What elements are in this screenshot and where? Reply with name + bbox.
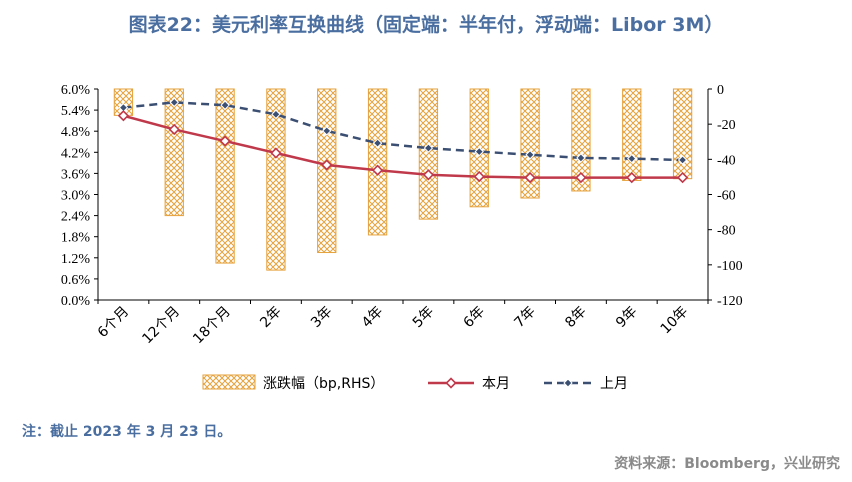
category-label: 7年: [511, 304, 539, 332]
swap-curve-chart: 0.0% 0.6% 1.2% 1.8% 2.4% 3.0% 3.6% 4.2% 4.8% 5.4%…: [61, 83, 743, 392]
current-month-point: [219, 135, 231, 147]
category-label: 18个月: [190, 304, 234, 348]
previous-month-point: [423, 143, 434, 153]
left-tick-label: 3.0%: [61, 189, 91, 204]
right-tick-label: -20: [717, 118, 736, 133]
current-month-point: [422, 169, 435, 181]
change-bar: [266, 88, 286, 271]
previous-month-point: [169, 97, 179, 108]
left-tick-label: 1.8%: [61, 231, 91, 246]
category-label: 9年: [613, 304, 641, 332]
current-month-point: [117, 110, 130, 122]
current-month-point: [168, 123, 180, 136]
category-label: 3年: [308, 304, 336, 332]
change-bar: [418, 88, 439, 220]
previous-month-point: [576, 153, 586, 163]
current-month-point: [676, 171, 689, 184]
previous-month-point: [220, 100, 230, 110]
previous-month-point: [677, 155, 688, 165]
category-label: 8年: [562, 304, 590, 332]
legend-bar-label: 涨跌幅（bp,RHS）: [263, 376, 384, 392]
previous-month-point: [525, 150, 535, 160]
right-tick-label: -60: [717, 189, 736, 204]
category-label: 4年: [359, 304, 387, 332]
footnote: 注：截止 2023 年 3 月 23 日。: [22, 424, 232, 440]
previous-month-line: [123, 101, 683, 162]
current-month-point: [270, 147, 282, 159]
right-tick-label: -120: [717, 294, 743, 309]
current-month-point: [524, 171, 536, 184]
left-tick-label: 4.2%: [61, 146, 91, 161]
category-label: 10年: [658, 304, 692, 338]
previous-month-point: [474, 146, 484, 157]
current-month-point: [321, 159, 333, 171]
category-label: 12个月: [139, 304, 183, 348]
legend-previous-label: 上月: [600, 376, 628, 392]
right-tick-label: -100: [717, 259, 743, 274]
legend-current-label: 本月: [482, 376, 510, 392]
left-tick-label: 1.2%: [61, 252, 91, 267]
chart-title: 图表22：美元利率互换曲线（固定端：半年付，浮动端：Libor 3M）: [128, 14, 724, 36]
current-month-line: [123, 114, 683, 179]
change-bar: [622, 88, 642, 181]
previous-month-point: [372, 138, 383, 148]
left-tick-label: 2.4%: [61, 210, 91, 225]
left-tick-label: 6.0%: [61, 83, 91, 98]
left-tick-label: 3.6%: [61, 167, 91, 182]
category-label: 2年: [257, 304, 285, 332]
legend-current-marker: [445, 377, 457, 389]
change-bar: [215, 88, 235, 264]
change-bar: [367, 88, 388, 236]
current-month-point: [371, 164, 384, 176]
current-month-point: [575, 171, 587, 184]
change-bar: [317, 88, 337, 254]
left-tick-label: 0.0%: [61, 294, 91, 309]
category-label: 6年: [461, 304, 489, 332]
right-tick-label: 0: [717, 83, 724, 98]
previous-month-point: [271, 109, 281, 120]
current-month-point: [473, 170, 485, 183]
category-label: 5年: [410, 304, 438, 332]
source-note: 资料来源：Bloomberg，兴业研究: [614, 456, 840, 472]
previous-month-point: [322, 126, 332, 136]
left-tick-label: 0.6%: [61, 273, 91, 288]
change-bar: [520, 88, 540, 199]
right-tick-label: -80: [717, 224, 736, 239]
change-bar: [571, 88, 591, 192]
change-bar: [672, 88, 693, 180]
right-tick-label: -40: [717, 153, 736, 168]
category-label: 6个月: [95, 304, 132, 341]
legend-bar-swatch: [202, 374, 256, 390]
change-bar: [164, 88, 184, 217]
current-month-point: [626, 171, 638, 184]
left-tick-label: 5.4%: [61, 104, 91, 119]
legend-previous-marker: [563, 378, 573, 388]
previous-month-point: [627, 153, 637, 164]
left-tick-label: 4.8%: [61, 125, 91, 140]
